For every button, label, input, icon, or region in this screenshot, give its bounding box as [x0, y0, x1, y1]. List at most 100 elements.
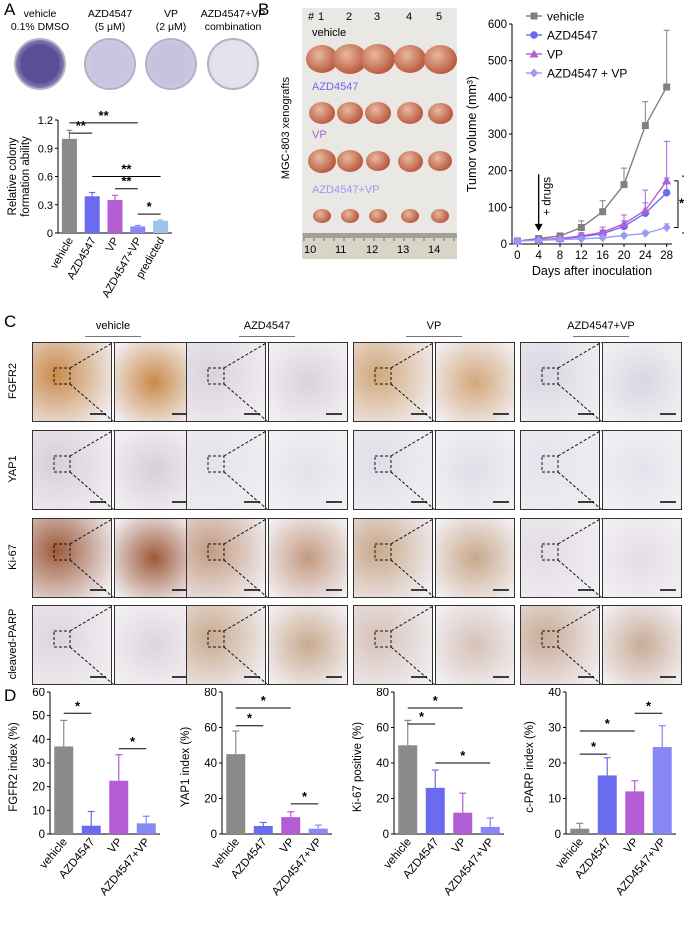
x-tick-label: 20 [618, 250, 631, 262]
significance-mark: ** [76, 118, 87, 133]
y-tick-label: 0 [383, 829, 389, 841]
bar-predicted [153, 220, 169, 233]
data-point [534, 235, 543, 245]
ihc-zoom-indicator [374, 518, 509, 598]
xenograft-tumor [397, 102, 423, 124]
xenograft-tumor [365, 102, 391, 124]
ihc-zoom-indicator [541, 518, 676, 598]
ihc-high-magnification [602, 518, 682, 598]
zoom-box [53, 455, 71, 473]
photo-column-number: 2 [346, 11, 353, 23]
ihc-column-header: AZD4547 [243, 320, 291, 332]
xenograft-tumor [366, 151, 390, 171]
y-axis-label: YAP1 index (%) [180, 727, 192, 807]
zoom-line [390, 518, 436, 545]
bar-vehicle [226, 754, 246, 834]
y-tick-label: 0.3 [38, 200, 53, 212]
ihc-high-magnification [435, 430, 515, 510]
data-point [641, 228, 650, 238]
ihc-zoom-indicator [374, 430, 509, 510]
ihc-column-header: vehicle [95, 320, 131, 332]
bar-vehicle [398, 745, 418, 834]
zoom-line [390, 430, 436, 457]
y-tick-label: 50 [32, 711, 45, 723]
ihc-high-magnification [268, 342, 348, 422]
ihc-high-magnification [602, 605, 682, 685]
ihc-high-magnification [268, 430, 348, 510]
xenograft-tumor [341, 209, 359, 223]
y-tick-label: 10 [32, 805, 45, 817]
zoom-line [69, 383, 115, 422]
xenograft-tumor [313, 209, 331, 223]
bar-vehicle [570, 828, 590, 834]
data-point [662, 188, 671, 197]
y-tick-label: 20 [204, 794, 217, 806]
y-tick-label: 100 [488, 202, 507, 214]
xenograft-tumor [401, 209, 419, 223]
xenograft-tumor [337, 102, 363, 124]
zoom-box [541, 543, 559, 561]
zoom-line [223, 646, 269, 685]
significance-mark: * [147, 199, 153, 214]
zoom-line [557, 430, 603, 457]
dish-label-line1: AZD4547+VP [200, 8, 266, 20]
panel-c-label: C [4, 312, 17, 331]
series-line-vehicle [517, 86, 668, 242]
y-tick-label: 40 [204, 758, 217, 770]
ihc-zoom-indicator [53, 605, 188, 685]
ihc-column-underline [406, 336, 462, 337]
bar-AZD4547 [425, 787, 445, 834]
xenograft-tumor [308, 149, 336, 173]
photo-row-label: VP [312, 129, 327, 141]
y-tick-label: 0.6 [38, 172, 53, 184]
ihc-high-magnification [602, 342, 682, 422]
y-tick-label: 60 [32, 688, 45, 699]
y-tick-label: 0 [211, 829, 217, 841]
zoom-line [69, 342, 115, 369]
data-point [556, 235, 564, 245]
xenograft-side-label: MGC-803 xenografts [280, 76, 292, 180]
bar-vehicle [54, 746, 74, 834]
bar-vehicle [61, 138, 77, 233]
x-tick-label: 0 [514, 250, 520, 262]
data-point [663, 83, 671, 91]
photo-column-number: 3 [374, 11, 381, 23]
zoom-line [223, 430, 269, 457]
data-point [513, 236, 522, 246]
ihc-zoom-indicator [53, 342, 188, 422]
colony-dish [84, 38, 136, 90]
ihc-high-magnification [602, 430, 682, 510]
x-axis-label: Days after inoculation [532, 264, 652, 278]
y-tick-label: 500 [488, 56, 507, 68]
zoom-line [390, 559, 436, 598]
dish-label-line2: combination [204, 21, 262, 33]
data-point [577, 234, 586, 244]
y-axis-label: Relative colonyformation ability [7, 136, 32, 217]
x-tick-label: AZD4547+VP [614, 836, 669, 898]
data-point [599, 208, 607, 216]
zoom-line [557, 342, 603, 369]
zoom-line [223, 559, 269, 598]
x-tick-label: 12 [575, 250, 588, 262]
xenograft-tumor [431, 209, 449, 223]
ihc-high-magnification [435, 342, 515, 422]
zoom-box [541, 455, 559, 473]
colony-dish [207, 38, 259, 90]
legend-label: AZD4547 + VP [547, 67, 627, 81]
y-tick-label: 20 [376, 794, 389, 806]
zoom-line [223, 471, 269, 510]
bar-AZD4547+VP [480, 826, 500, 834]
y-tick-label: 40 [548, 688, 561, 699]
y-axis-label: Tumor volume (mm³) [465, 76, 479, 192]
x-tick-label: VP [106, 836, 125, 856]
significance-mark: ** [121, 174, 132, 189]
ruler-number: 14 [428, 244, 441, 256]
data-point [577, 224, 585, 231]
y-axis-label-line: Relative colony [7, 137, 19, 215]
significance-mark: * [302, 789, 308, 804]
x-tick-label: VP [622, 836, 641, 856]
zoom-line [69, 430, 115, 457]
significance-mark: * [679, 195, 684, 210]
drugs-annotation: + drugs [542, 177, 554, 216]
